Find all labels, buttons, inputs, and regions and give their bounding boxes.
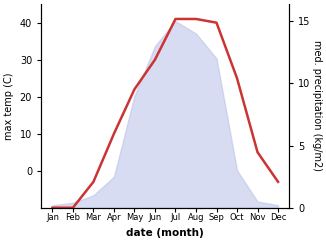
Y-axis label: max temp (C): max temp (C) bbox=[4, 72, 14, 140]
X-axis label: date (month): date (month) bbox=[126, 228, 204, 238]
Y-axis label: med. precipitation (kg/m2): med. precipitation (kg/m2) bbox=[312, 40, 322, 171]
